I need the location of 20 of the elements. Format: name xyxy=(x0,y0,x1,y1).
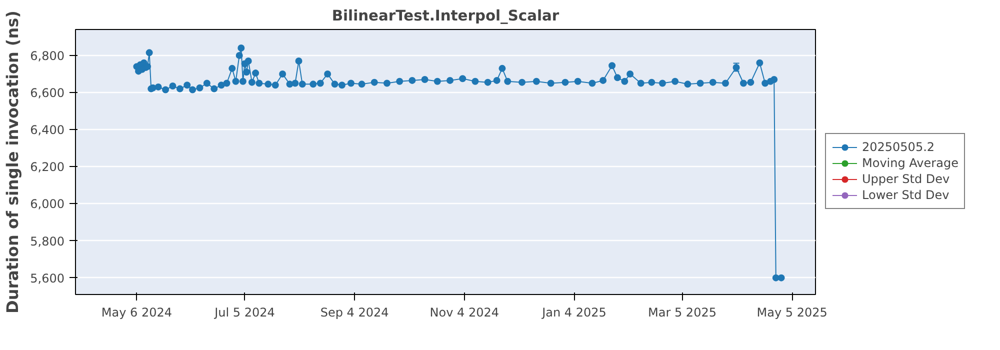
y-axis-title: Duration of single invocation (ns) xyxy=(3,10,22,314)
x-tick-label: May 6 2024 xyxy=(101,306,172,320)
y-tick-label: 6,000 xyxy=(30,197,65,212)
y-tick-label: 5,600 xyxy=(30,271,65,286)
x-tick-label: Jul 5 2024 xyxy=(214,306,275,320)
x-tick-label: Jan 4 2025 xyxy=(541,306,606,320)
x-tick-label: Sep 4 2024 xyxy=(320,306,389,320)
x-tick-label: May 5 2025 xyxy=(756,306,828,320)
y-tick-label: 6,600 xyxy=(30,86,65,100)
y-tick-label: 6,200 xyxy=(30,160,65,174)
y-tick-label: 6,400 xyxy=(30,123,65,138)
legend-label: Lower Std Dev xyxy=(862,188,950,202)
x-tick-label: Nov 4 2024 xyxy=(430,306,500,320)
y-tick-label: 5,800 xyxy=(30,234,65,248)
legend-label: 20250505.2 xyxy=(862,140,935,154)
legend-label: Moving Average xyxy=(862,156,958,170)
x-tick-label: Mar 5 2025 xyxy=(648,306,716,320)
chart-title: BilinearTest.Interpol_Scalar xyxy=(332,8,560,24)
legend-label: Upper Std Dev xyxy=(862,172,950,186)
y-tick-label: 6,800 xyxy=(30,48,65,63)
